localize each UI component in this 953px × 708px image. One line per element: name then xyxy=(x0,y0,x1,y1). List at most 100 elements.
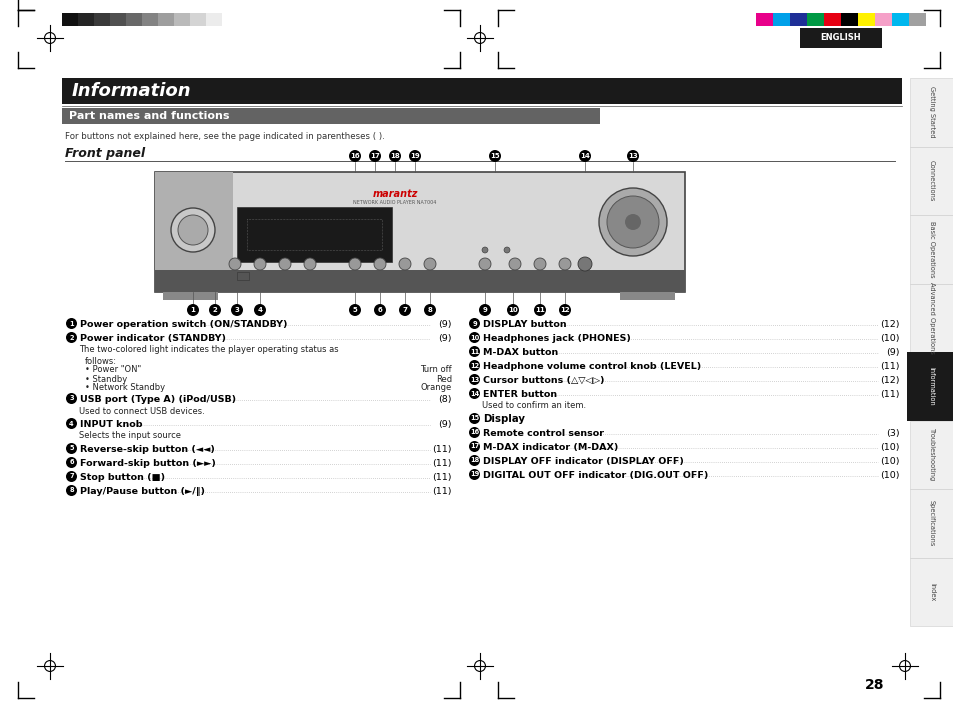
Circle shape xyxy=(469,441,479,452)
Text: Information: Information xyxy=(927,367,933,406)
Text: Basic Operations: Basic Operations xyxy=(928,221,934,278)
Text: DIGITAL OUT OFF indicator (DIG.OUT OFF): DIGITAL OUT OFF indicator (DIG.OUT OFF) xyxy=(482,471,708,480)
Text: • Network Standby: • Network Standby xyxy=(85,384,165,392)
Circle shape xyxy=(66,471,77,482)
Text: 17: 17 xyxy=(470,443,478,450)
Text: (12): (12) xyxy=(880,376,899,385)
Bar xyxy=(909,147,953,215)
Text: 19: 19 xyxy=(470,472,478,477)
Circle shape xyxy=(304,258,315,270)
Circle shape xyxy=(66,332,77,343)
Bar xyxy=(789,13,806,26)
Text: Headphones jack (PHONES): Headphones jack (PHONES) xyxy=(482,334,630,343)
Bar xyxy=(908,13,925,26)
Bar xyxy=(62,78,901,104)
Text: 11: 11 xyxy=(470,348,478,355)
Bar xyxy=(909,557,953,626)
Text: (11): (11) xyxy=(432,473,452,482)
Bar xyxy=(190,13,206,26)
Text: (11): (11) xyxy=(432,459,452,468)
Text: 12: 12 xyxy=(470,362,478,368)
Text: 18: 18 xyxy=(470,457,478,464)
Text: 4: 4 xyxy=(70,421,73,426)
Circle shape xyxy=(478,258,491,270)
Text: Headphone volume control knob (LEVEL): Headphone volume control knob (LEVEL) xyxy=(482,362,700,371)
Text: DISPLAY OFF indicator (DISPLAY OFF): DISPLAY OFF indicator (DISPLAY OFF) xyxy=(482,457,683,466)
Circle shape xyxy=(278,258,291,270)
Circle shape xyxy=(389,150,400,162)
Bar xyxy=(909,78,953,147)
Circle shape xyxy=(349,150,360,162)
Bar xyxy=(619,292,675,300)
Text: 10: 10 xyxy=(470,334,478,341)
Circle shape xyxy=(423,304,436,316)
Bar xyxy=(158,13,173,26)
Circle shape xyxy=(506,304,518,316)
Bar xyxy=(909,489,953,557)
Bar xyxy=(236,207,392,262)
Circle shape xyxy=(398,258,411,270)
Bar xyxy=(154,172,233,292)
Circle shape xyxy=(606,196,659,248)
Bar xyxy=(857,13,874,26)
Text: Reverse-skip button (◄◄): Reverse-skip button (◄◄) xyxy=(80,445,214,454)
Text: 12: 12 xyxy=(559,307,569,313)
Text: (10): (10) xyxy=(880,334,899,343)
Bar xyxy=(823,13,841,26)
Text: Part names and functions: Part names and functions xyxy=(69,111,230,121)
Text: 7: 7 xyxy=(70,474,73,479)
Text: 8: 8 xyxy=(427,307,432,313)
Text: (10): (10) xyxy=(880,457,899,466)
Text: Used to connect USB devices.: Used to connect USB devices. xyxy=(79,406,205,416)
Circle shape xyxy=(374,304,386,316)
Text: Power indicator (STANDBY): Power indicator (STANDBY) xyxy=(80,334,226,343)
Circle shape xyxy=(469,374,479,385)
Circle shape xyxy=(578,257,592,271)
Text: The two-colored light indicates the player operating status as: The two-colored light indicates the play… xyxy=(79,346,338,355)
Text: (9): (9) xyxy=(885,348,899,357)
Text: (12): (12) xyxy=(880,320,899,329)
Text: Used to confirm an item.: Used to confirm an item. xyxy=(481,401,585,411)
Bar xyxy=(806,13,823,26)
Circle shape xyxy=(66,418,77,429)
Text: (11): (11) xyxy=(880,390,899,399)
Bar xyxy=(62,108,599,124)
Text: 6: 6 xyxy=(377,307,382,313)
Circle shape xyxy=(369,150,380,162)
Circle shape xyxy=(253,304,266,316)
Circle shape xyxy=(231,304,243,316)
Circle shape xyxy=(349,258,360,270)
Text: 14: 14 xyxy=(579,153,589,159)
Text: 14: 14 xyxy=(470,391,478,396)
Text: Display: Display xyxy=(482,414,524,425)
Text: Orange: Orange xyxy=(420,384,452,392)
Circle shape xyxy=(66,318,77,329)
Text: Power operation switch (ON/STANDBY): Power operation switch (ON/STANDBY) xyxy=(80,320,287,329)
Circle shape xyxy=(469,469,479,480)
Text: 28: 28 xyxy=(863,678,883,692)
Text: M-DAX button: M-DAX button xyxy=(482,348,558,357)
Circle shape xyxy=(469,346,479,357)
Text: (8): (8) xyxy=(438,395,452,404)
Text: 15: 15 xyxy=(470,416,478,421)
Circle shape xyxy=(178,215,208,245)
Bar xyxy=(236,272,249,280)
Bar xyxy=(110,13,126,26)
Circle shape xyxy=(534,258,545,270)
Text: (9): (9) xyxy=(438,420,452,429)
Bar xyxy=(906,352,953,421)
Bar xyxy=(126,13,142,26)
Text: 19: 19 xyxy=(410,153,419,159)
Text: Red: Red xyxy=(436,375,452,384)
Text: 18: 18 xyxy=(390,153,399,159)
Text: For buttons not explained here, see the page indicated in parentheses ( ).: For buttons not explained here, see the … xyxy=(65,132,384,141)
Text: 1: 1 xyxy=(70,321,73,326)
Bar xyxy=(173,13,190,26)
Text: 2: 2 xyxy=(70,334,73,341)
Bar xyxy=(909,283,953,352)
Circle shape xyxy=(398,304,411,316)
Bar xyxy=(142,13,158,26)
Text: 1: 1 xyxy=(191,307,195,313)
Text: 2: 2 xyxy=(213,307,217,313)
Circle shape xyxy=(469,360,479,371)
